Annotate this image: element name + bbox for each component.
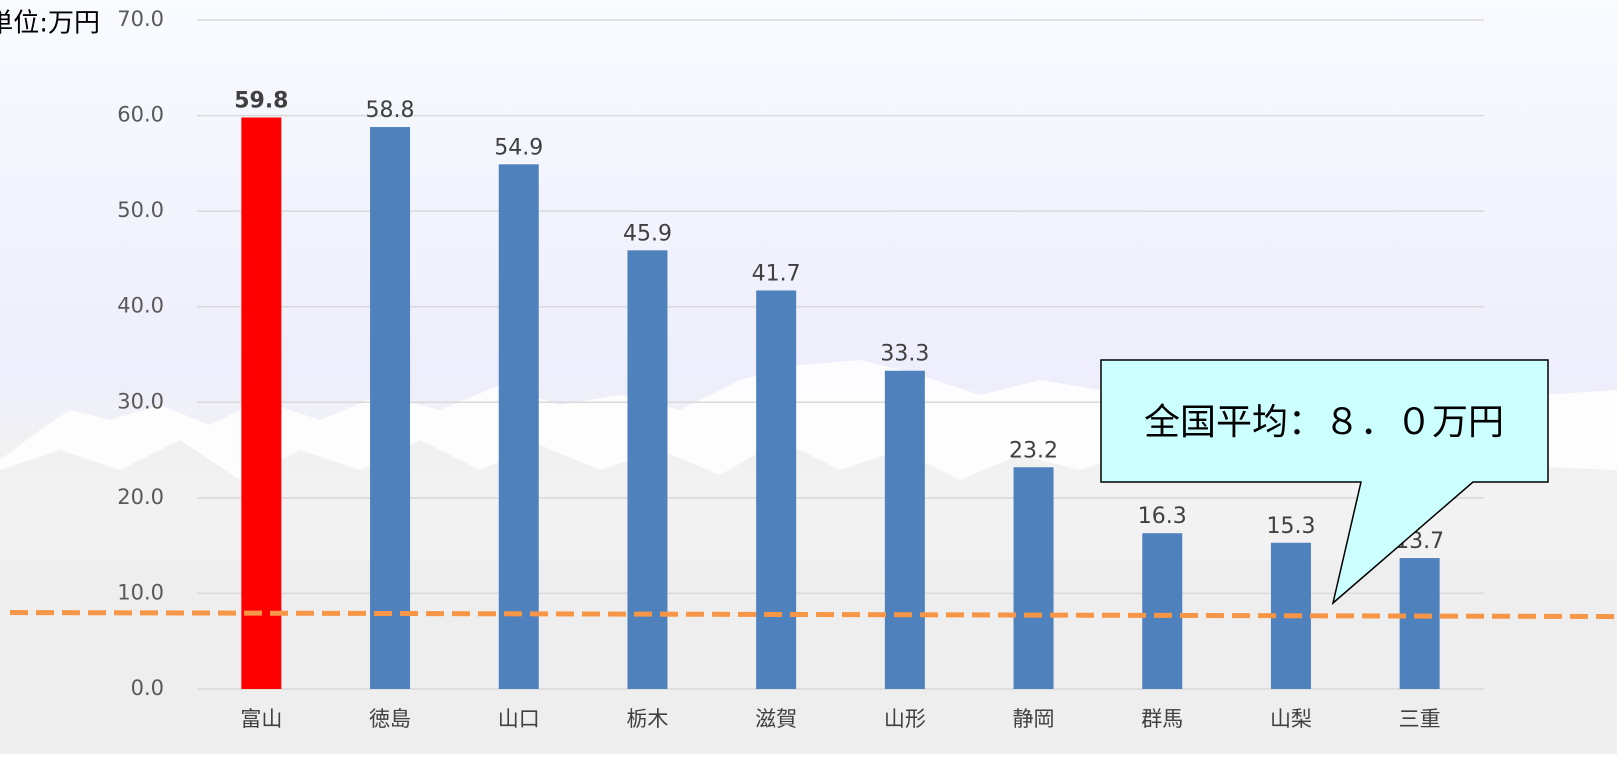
x-tick-label: 山梨	[1270, 707, 1312, 731]
y-tick-label: 40.0	[117, 294, 164, 318]
bar	[1399, 558, 1440, 689]
x-tick-label: 群馬	[1141, 707, 1183, 731]
callout-box	[1100, 359, 1549, 606]
x-tick-label: 三重	[1399, 707, 1441, 731]
bar	[1142, 533, 1183, 689]
x-tick-label: 静岡	[1013, 707, 1055, 731]
value-label: 23.2	[1009, 438, 1058, 463]
bar	[884, 370, 925, 689]
y-tick-label: 30.0	[117, 389, 164, 413]
bar	[370, 127, 411, 690]
y-tick-label: 0.0	[131, 676, 164, 700]
y-tick-label: 60.0	[117, 103, 164, 127]
annotation: 全国平均：８．０万円	[1144, 402, 1504, 443]
value-label: 33.3	[880, 342, 929, 367]
y-tick-label: 10.0	[117, 580, 164, 604]
x-tick-label: 富山	[240, 707, 282, 731]
x-tick-label: 栃木	[626, 707, 668, 731]
average-line	[9, 610, 1617, 620]
y-tick-label: 70.0	[117, 7, 164, 31]
value-label: 59.8	[234, 88, 288, 113]
x-tick-label: 滋賀	[755, 707, 797, 731]
value-label: 16.3	[1138, 504, 1187, 529]
x-tick-label: 山形	[884, 707, 926, 731]
x-tick-label: 徳島	[369, 707, 411, 731]
value-label: 54.9	[494, 135, 543, 160]
value-label: 58.8	[366, 98, 415, 123]
x-tick-label: 山口	[498, 707, 540, 731]
bar	[498, 164, 539, 689]
y-tick-label: 50.0	[117, 198, 164, 222]
y-tick-label: 20.0	[117, 485, 164, 509]
bar	[756, 290, 797, 689]
bar	[1013, 467, 1054, 689]
unit-label: 単位:万円	[0, 9, 100, 39]
value-label: 45.9	[623, 221, 672, 246]
bar	[627, 250, 668, 689]
value-label: 41.7	[752, 261, 801, 286]
bar	[241, 117, 282, 690]
value-label: 15.3	[1266, 514, 1315, 539]
